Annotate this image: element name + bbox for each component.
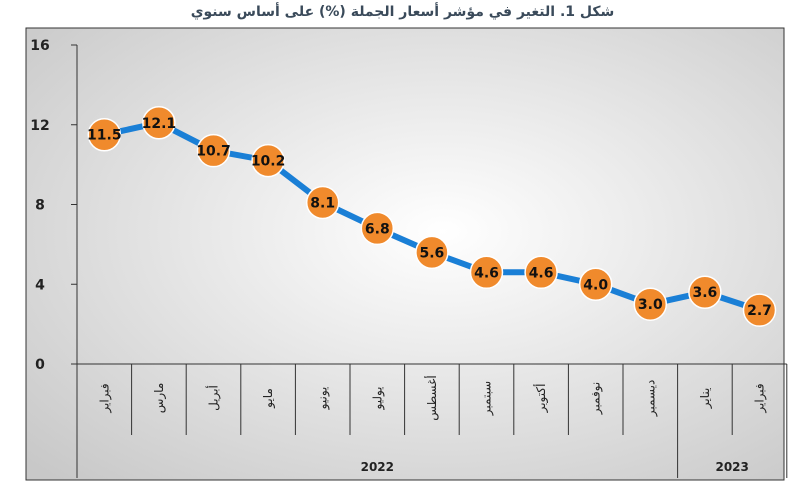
year-label: 2023 (715, 460, 748, 474)
x-tick-label: مايو (261, 388, 276, 409)
data-label: 4.6 (529, 265, 554, 281)
x-tick-label: ديسمبر (643, 380, 658, 418)
x-tick-label: سبتمبر (480, 381, 495, 416)
y-tick-label: 12 (30, 118, 49, 134)
data-point (633, 287, 668, 321)
data-point (196, 133, 231, 168)
data-point (251, 143, 285, 178)
data-point (415, 235, 449, 270)
data-point (578, 267, 613, 301)
y-tick-label: 0 (35, 357, 45, 373)
data-label: 11.5 (87, 128, 122, 144)
y-tick-label: 16 (30, 38, 49, 54)
data-label: 10.2 (251, 154, 286, 170)
data-label: 8.1 (310, 196, 335, 212)
data-point (142, 106, 176, 140)
data-label: 3.6 (692, 285, 717, 301)
data-point (87, 117, 122, 152)
data-label: 4.0 (583, 277, 608, 293)
x-axis-labels: فبراير مارس أبريل مايو يونيو يوليو أغسطس سبتمبر… (97, 375, 767, 474)
y-tick-label: 8 (35, 198, 45, 214)
data-label: 4.6 (474, 265, 499, 281)
data-label: 2.7 (747, 303, 772, 319)
x-tick-label: فبراير (753, 383, 768, 413)
x-tick-label: فبراير (97, 383, 112, 413)
x-tick-label: أبريل (206, 385, 222, 411)
data-label: 12.1 (142, 116, 177, 132)
x-tick-label: مارس (152, 383, 167, 414)
y-tick-label: 4 (35, 277, 45, 293)
data-point (305, 185, 340, 220)
x-tick-label: أكتوبر (533, 384, 549, 414)
data-point (524, 255, 558, 290)
data-point (688, 275, 722, 309)
x-tick-label: يناير (698, 388, 713, 410)
x-tick-label: نوفمبر (589, 382, 604, 415)
data-point (742, 293, 777, 327)
year-label: 2022 (361, 460, 394, 474)
data-point (360, 211, 395, 246)
x-tick-label: يوليو (370, 386, 385, 410)
x-tick-label: أغسطس (424, 375, 440, 420)
data-label: 10.7 (196, 144, 231, 160)
data-markers: 11.5 12.1 10.7 10.2 8.1 6.8 5.6 4.6 4.6 4.0 3.0 3.6… (87, 106, 777, 327)
data-point (469, 255, 504, 290)
data-label: 3.0 (638, 297, 663, 313)
data-label: 6.8 (365, 221, 390, 237)
x-tick-label: يونيو (316, 387, 331, 411)
axes: 0 4 8 12 16 (30, 38, 788, 478)
chart-title: شكل 1. التغير في مؤشر أسعار الجملة (%) ع… (190, 4, 615, 20)
data-label: 5.6 (419, 245, 444, 261)
